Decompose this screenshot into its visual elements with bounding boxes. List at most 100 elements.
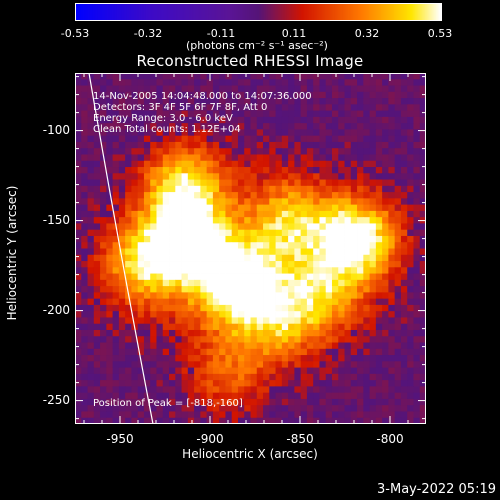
heatmap-pixel xyxy=(137,286,145,293)
heatmap-pixel xyxy=(206,267,214,274)
heatmap-pixel xyxy=(281,167,289,174)
heatmap-pixel xyxy=(281,273,289,281)
heatmap-pixel xyxy=(382,73,389,80)
heatmap-pixel xyxy=(118,217,126,224)
heatmap-pixel xyxy=(382,286,389,293)
heatmap-pixel xyxy=(281,98,289,105)
heatmap-pixel xyxy=(388,235,396,243)
heatmap-pixel xyxy=(206,336,214,343)
heatmap-pixel xyxy=(250,336,258,343)
heatmap-pixel xyxy=(225,129,233,137)
heatmap-pixel xyxy=(100,417,107,424)
heatmap-pixel xyxy=(325,342,333,350)
heatmap-pixel xyxy=(250,373,258,381)
heatmap-pixel xyxy=(338,154,345,162)
heatmap-pixel xyxy=(350,229,358,237)
heatmap-pixel xyxy=(200,160,208,168)
heatmap-pixel xyxy=(112,342,120,350)
heatmap-pixel xyxy=(143,279,151,287)
heatmap-pixel xyxy=(319,367,327,375)
heatmap-pixel xyxy=(194,110,201,118)
heatmap-pixel xyxy=(200,148,208,155)
heatmap-pixel xyxy=(394,380,402,387)
heatmap-pixel xyxy=(237,273,245,281)
heatmap-pixel xyxy=(143,160,151,168)
heatmap-pixel xyxy=(394,204,402,212)
heatmap-pixel xyxy=(413,286,421,293)
heatmap-pixel xyxy=(357,198,364,206)
heatmap-pixel xyxy=(200,292,208,300)
heatmap-pixel xyxy=(313,248,320,256)
heatmap-pixel xyxy=(244,160,251,168)
info-time-range: 14-Nov-2005 14:04:48.000 to 14:07:36.000 xyxy=(93,91,312,102)
heatmap-pixel xyxy=(106,286,114,293)
heatmap-pixel xyxy=(194,141,201,149)
heatmap-pixel xyxy=(350,141,358,149)
heatmap-pixel xyxy=(269,198,276,206)
heatmap-pixel xyxy=(131,135,139,143)
heatmap-pixel xyxy=(281,185,289,193)
heatmap-pixel xyxy=(206,411,214,419)
heatmap-pixel xyxy=(256,373,264,381)
heatmap-pixel xyxy=(237,192,245,199)
heatmap-pixel xyxy=(319,217,327,224)
heatmap-pixel xyxy=(125,210,132,218)
heatmap-pixel xyxy=(206,342,214,350)
heatmap-pixel xyxy=(87,386,95,394)
heatmap-pixel xyxy=(400,185,408,193)
heatmap-pixel xyxy=(331,173,339,180)
heatmap-pixel xyxy=(150,355,157,362)
heatmap-pixel xyxy=(256,254,264,262)
heatmap-pixel xyxy=(319,160,327,168)
heatmap-pixel xyxy=(344,160,352,168)
heatmap-pixel xyxy=(244,91,251,99)
heatmap-pixel xyxy=(388,279,396,287)
heatmap-pixel xyxy=(162,210,170,218)
heatmap-pixel xyxy=(100,116,107,124)
heatmap-pixel xyxy=(313,116,320,124)
heatmap-pixel xyxy=(143,386,151,394)
heatmap-pixel xyxy=(375,398,383,406)
heatmap-pixel xyxy=(237,298,245,306)
heatmap-pixel xyxy=(394,304,402,312)
heatmap-pixel xyxy=(125,329,132,337)
heatmap-pixel xyxy=(143,417,151,424)
heatmap-pixel xyxy=(169,380,176,387)
heatmap-pixel xyxy=(300,386,308,394)
heatmap-pixel xyxy=(181,267,189,274)
heatmap-pixel xyxy=(400,411,408,419)
heatmap-pixel xyxy=(150,110,157,118)
heatmap-pixel xyxy=(162,248,170,256)
heatmap-pixel xyxy=(212,179,220,187)
heatmap-pixel xyxy=(118,73,126,80)
heatmap-pixel xyxy=(375,91,383,99)
heatmap-pixel xyxy=(394,254,402,262)
heatmap-pixel xyxy=(75,123,82,130)
heatmap-pixel xyxy=(413,198,421,206)
heatmap-pixel xyxy=(357,342,364,350)
heatmap-pixel xyxy=(375,204,383,212)
heatmap-pixel xyxy=(169,323,176,331)
heatmap-pixel xyxy=(419,273,426,281)
heatmap-pixel xyxy=(187,380,195,387)
heatmap-pixel xyxy=(394,355,402,362)
heatmap-pixel xyxy=(93,135,101,143)
heatmap-pixel xyxy=(263,185,270,193)
heatmap-pixel xyxy=(187,417,195,424)
heatmap-pixel xyxy=(112,286,120,293)
heatmap-pixel xyxy=(407,317,414,325)
heatmap-pixel xyxy=(300,210,308,218)
heatmap-pixel xyxy=(131,179,139,187)
heatmap-pixel xyxy=(313,204,320,212)
heatmap-pixel xyxy=(118,229,126,237)
heatmap-pixel xyxy=(150,329,157,337)
heatmap-pixel xyxy=(93,154,101,162)
heatmap-pixel xyxy=(331,123,339,130)
heatmap-pixel xyxy=(194,254,201,262)
heatmap-pixel xyxy=(87,373,95,381)
heatmap-pixel xyxy=(250,273,258,281)
heatmap-pixel xyxy=(263,261,270,268)
heatmap-pixel xyxy=(375,298,383,306)
heatmap-pixel xyxy=(143,355,151,362)
heatmap-pixel xyxy=(200,317,208,325)
